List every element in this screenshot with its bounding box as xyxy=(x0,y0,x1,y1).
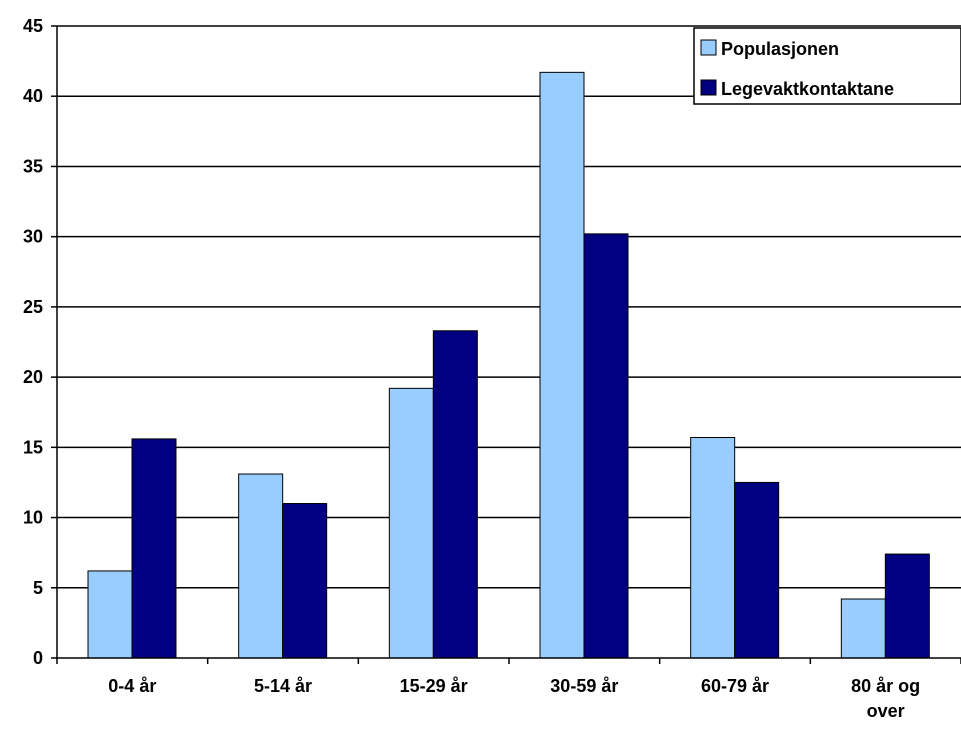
bar-populasjonen xyxy=(690,437,736,659)
x-tick-label: 15-29 år xyxy=(400,676,468,696)
x-tick-labels: 0-4 år 5-14 år 15-29 år 30-59 år 60-79 år 80 … xyxy=(108,676,920,721)
bar-legevaktkontaktane xyxy=(884,553,930,659)
bar-populasjonen xyxy=(840,598,886,659)
legend-swatch-legevaktkontaktane xyxy=(700,79,717,96)
y-tick-labels: 0 5 10 15 20 25 30 35 40 45 xyxy=(23,16,43,668)
x-tick-label: 0-4 år xyxy=(108,676,156,696)
bar-legevaktkontaktane xyxy=(734,481,780,659)
bar-legevaktkontaktane xyxy=(131,438,177,659)
legend-label-legevaktkontaktane: Legevaktkontaktane xyxy=(721,79,894,99)
x-tick-label: 5-14 år xyxy=(254,676,312,696)
y-tick-label: 10 xyxy=(23,508,43,528)
x-tick-label: 80 år og over xyxy=(851,676,920,721)
bars xyxy=(87,71,930,659)
axes xyxy=(51,25,961,664)
bar-legevaktkontaktane xyxy=(583,233,629,659)
legend-label-populasjonen: Populasjonen xyxy=(721,39,839,59)
gridlines xyxy=(57,25,961,589)
y-tick-label: 20 xyxy=(23,367,43,387)
x-tick-label: 30-59 år xyxy=(550,676,618,696)
y-tick-label: 15 xyxy=(23,437,43,457)
y-tick-label: 5 xyxy=(33,578,43,598)
bar-populasjonen xyxy=(238,473,284,659)
x-tick-label: 60-79 år xyxy=(701,676,769,696)
y-tick-label: 40 xyxy=(23,86,43,106)
bar-populasjonen xyxy=(539,71,585,659)
legend-box xyxy=(693,27,961,105)
bar-populasjonen xyxy=(87,570,133,659)
y-tick-label: 45 xyxy=(23,16,43,36)
bar-legevaktkontaktane xyxy=(282,503,328,659)
legend-swatch-populasjonen xyxy=(700,39,717,56)
y-tick-label: 25 xyxy=(23,297,43,317)
y-tick-label: 0 xyxy=(33,648,43,668)
bar-populasjonen xyxy=(388,387,434,659)
legend: Populasjonen Legevaktkontaktane xyxy=(693,27,961,105)
bar-legevaktkontaktane xyxy=(432,330,478,659)
y-tick-label: 30 xyxy=(23,227,43,247)
y-tick-label: 35 xyxy=(23,156,43,176)
